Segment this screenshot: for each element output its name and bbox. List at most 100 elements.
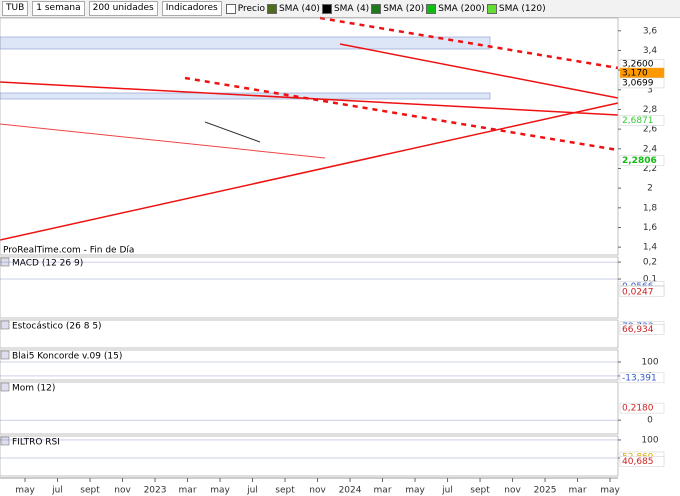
x-tick-label: nov xyxy=(504,486,521,496)
panel-frame xyxy=(0,435,619,477)
x-tick-label: nov xyxy=(114,486,131,496)
y-tick-label: 100 xyxy=(641,435,658,445)
x-tick-label: sept xyxy=(470,486,490,496)
x-tick-label: jul xyxy=(246,486,258,496)
y-tick-label: 0 xyxy=(647,416,653,426)
panel-title-box xyxy=(0,320,10,330)
trend-line xyxy=(0,102,619,241)
units-box[interactable]: 200 unidades xyxy=(88,1,158,16)
x-tick-label: may xyxy=(15,486,35,496)
x-tick-label: nov xyxy=(309,486,326,496)
panel-title-box xyxy=(0,436,10,446)
legend-swatch xyxy=(371,3,382,14)
panel-title: Mom (12) xyxy=(12,384,55,394)
legend-item[interactable]: SMA (20) xyxy=(371,3,424,14)
panel-frame xyxy=(0,256,619,319)
value-label: 2,2806 xyxy=(622,156,657,166)
panel-title: MACD (12 26 9) xyxy=(12,259,83,269)
value-label: 3,170 xyxy=(622,69,648,79)
symbol-box[interactable]: TUB xyxy=(2,1,29,16)
legend-item[interactable]: SMA (200) xyxy=(426,3,485,14)
x-tick-label: 2024 xyxy=(339,486,362,496)
value-label: 66,934 xyxy=(622,325,654,335)
x-tick-label: may xyxy=(405,486,425,496)
legend-label: SMA (120) xyxy=(498,3,546,14)
value-label: 3,0699 xyxy=(622,78,654,88)
value-label-box xyxy=(619,324,665,335)
y-tick-label: 2,2 xyxy=(643,164,657,174)
value-label: 0,0247 xyxy=(622,287,654,297)
trend-line xyxy=(0,123,326,159)
value-label: 2,6871 xyxy=(622,116,654,126)
value-label-box xyxy=(619,155,665,166)
x-tick-label: may xyxy=(600,486,620,496)
panel-frame xyxy=(0,319,619,349)
y-tick-label: 3 xyxy=(647,85,653,95)
legend-swatch xyxy=(321,3,332,14)
trend-line xyxy=(319,16,619,70)
value-label-box xyxy=(619,286,665,298)
zone xyxy=(0,36,491,50)
legend-label: SMA (4) xyxy=(333,3,370,14)
value-label-box xyxy=(619,115,665,126)
y-tick-label: 3,6 xyxy=(643,26,658,36)
panel-title-box xyxy=(0,382,10,392)
legend-item[interactable]: SMA (4) xyxy=(321,3,370,14)
y-tick-label: 1,4 xyxy=(643,243,658,253)
panel-title: Blai5 Koncorde v.09 (15) xyxy=(12,352,122,362)
legend-item[interactable]: SMA (40) xyxy=(266,3,320,14)
legend-swatch xyxy=(426,3,437,14)
value-label-box xyxy=(619,456,665,467)
x-tick-label: 2023 xyxy=(144,486,167,496)
y-tick-label: 2,6 xyxy=(643,125,658,135)
value-label: 40,685 xyxy=(622,457,654,467)
legend-swatch xyxy=(486,3,497,14)
legend-item[interactable]: Precio xyxy=(225,3,265,14)
legend-label: SMA (40) xyxy=(278,3,320,14)
legend-label: SMA (200) xyxy=(438,3,485,14)
y-tick-label: 0,2 xyxy=(643,258,657,268)
y-tick-label: 0,1 xyxy=(643,275,657,285)
value-label-box xyxy=(619,402,665,414)
legend-swatch xyxy=(225,3,236,14)
y-tick-label: 2 xyxy=(647,184,653,194)
indicators-button[interactable]: Indicadores xyxy=(161,1,222,16)
x-tick-label: 2025 xyxy=(534,486,557,496)
x-tick-label: mar xyxy=(179,486,197,496)
value-label-box xyxy=(619,77,665,89)
trend-line xyxy=(184,76,619,152)
panel-frame xyxy=(0,17,619,256)
value-label: -13,391 xyxy=(622,373,657,383)
legend-item[interactable]: SMA (120) xyxy=(486,3,546,14)
value-label: 0,2180 xyxy=(622,404,654,414)
x-tick-label: sept xyxy=(275,486,295,496)
value-label-box xyxy=(619,372,665,384)
x-tick-label: mar xyxy=(374,486,392,496)
x-tick-label: jul xyxy=(441,486,453,496)
trend-line xyxy=(0,81,619,116)
panel-frame xyxy=(0,349,619,381)
zone xyxy=(0,92,491,100)
source-label: ProRealTime.com - Fin de Día xyxy=(3,246,134,256)
x-tick-label: jul xyxy=(51,486,63,496)
panel-title: FILTRO RSI xyxy=(12,438,60,448)
y-tick-label: 100 xyxy=(641,358,658,368)
legend-label: Precio xyxy=(237,3,265,14)
y-tick-label: 1,6 xyxy=(643,223,658,233)
panel-frame xyxy=(0,381,619,435)
y-tick-label: 2,4 xyxy=(643,144,658,154)
legend-swatch xyxy=(266,3,277,14)
y-tick-label: 2,8 xyxy=(643,105,658,115)
panel-title-box xyxy=(0,350,10,360)
y-tick-label: 3,4 xyxy=(643,46,658,56)
trend-line xyxy=(204,121,261,143)
period-box[interactable]: 1 semana xyxy=(32,1,85,16)
x-tick-label: sept xyxy=(80,486,100,496)
panel-title: Estocástico (26 8 5) xyxy=(12,322,102,332)
trend-line xyxy=(339,43,619,99)
y-tick-label: 1,8 xyxy=(643,203,658,213)
toolbar: TUB 1 semana 200 unidades Indicadores Pr… xyxy=(0,0,680,18)
value-label: 3,2600 xyxy=(622,60,654,70)
